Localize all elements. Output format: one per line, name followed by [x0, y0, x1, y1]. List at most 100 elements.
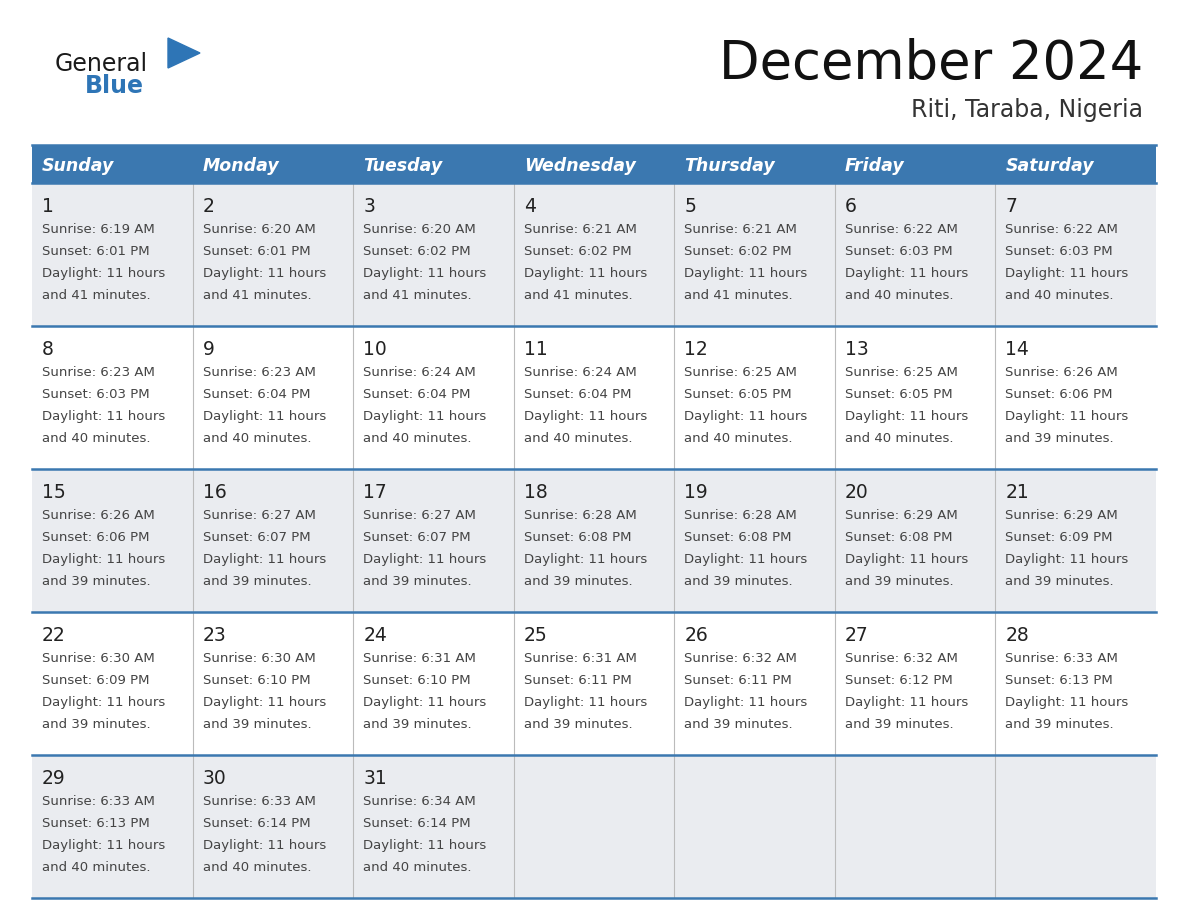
Text: Sunrise: 6:21 AM: Sunrise: 6:21 AM — [524, 223, 637, 236]
Text: Sunrise: 6:27 AM: Sunrise: 6:27 AM — [203, 509, 316, 522]
Text: Sunrise: 6:34 AM: Sunrise: 6:34 AM — [364, 795, 476, 808]
Text: Daylight: 11 hours: Daylight: 11 hours — [1005, 410, 1129, 423]
Text: Sunset: 6:03 PM: Sunset: 6:03 PM — [845, 245, 953, 258]
Text: 21: 21 — [1005, 483, 1029, 502]
Bar — [32, 469, 1156, 612]
Text: Thursday: Thursday — [684, 157, 775, 175]
Text: and 40 minutes.: and 40 minutes. — [364, 432, 472, 445]
Text: and 40 minutes.: and 40 minutes. — [845, 289, 953, 302]
Text: 8: 8 — [42, 340, 53, 359]
Text: 17: 17 — [364, 483, 387, 502]
Text: 28: 28 — [1005, 626, 1029, 645]
Text: 10: 10 — [364, 340, 387, 359]
Text: Daylight: 11 hours: Daylight: 11 hours — [845, 553, 968, 566]
Text: and 40 minutes.: and 40 minutes. — [203, 432, 311, 445]
Text: and 40 minutes.: and 40 minutes. — [42, 861, 151, 874]
Text: Sunset: 6:03 PM: Sunset: 6:03 PM — [42, 388, 150, 401]
Bar — [32, 612, 1156, 755]
Text: Sunset: 6:01 PM: Sunset: 6:01 PM — [203, 245, 310, 258]
Text: and 39 minutes.: and 39 minutes. — [524, 718, 632, 731]
Text: Tuesday: Tuesday — [364, 157, 442, 175]
Text: Sunset: 6:09 PM: Sunset: 6:09 PM — [1005, 531, 1113, 544]
Text: 2: 2 — [203, 197, 215, 216]
Text: and 39 minutes.: and 39 minutes. — [42, 575, 151, 588]
Text: Sunrise: 6:33 AM: Sunrise: 6:33 AM — [203, 795, 316, 808]
Text: Sunset: 6:10 PM: Sunset: 6:10 PM — [203, 674, 310, 687]
Text: Daylight: 11 hours: Daylight: 11 hours — [203, 553, 326, 566]
Text: Sunset: 6:06 PM: Sunset: 6:06 PM — [42, 531, 150, 544]
Text: and 39 minutes.: and 39 minutes. — [42, 718, 151, 731]
Text: Sunset: 6:02 PM: Sunset: 6:02 PM — [364, 245, 470, 258]
Text: and 39 minutes.: and 39 minutes. — [203, 575, 311, 588]
Text: and 40 minutes.: and 40 minutes. — [203, 861, 311, 874]
Text: 11: 11 — [524, 340, 548, 359]
Text: Daylight: 11 hours: Daylight: 11 hours — [42, 553, 165, 566]
Text: and 39 minutes.: and 39 minutes. — [845, 718, 954, 731]
Text: Daylight: 11 hours: Daylight: 11 hours — [524, 267, 647, 280]
Text: 29: 29 — [42, 769, 65, 788]
Text: Sunset: 6:03 PM: Sunset: 6:03 PM — [1005, 245, 1113, 258]
Text: 27: 27 — [845, 626, 868, 645]
Text: Sunrise: 6:33 AM: Sunrise: 6:33 AM — [42, 795, 154, 808]
Text: Sunset: 6:09 PM: Sunset: 6:09 PM — [42, 674, 150, 687]
Text: Daylight: 11 hours: Daylight: 11 hours — [203, 839, 326, 852]
Text: Sunset: 6:13 PM: Sunset: 6:13 PM — [1005, 674, 1113, 687]
Text: Daylight: 11 hours: Daylight: 11 hours — [1005, 553, 1129, 566]
Text: Daylight: 11 hours: Daylight: 11 hours — [203, 267, 326, 280]
Text: Sunrise: 6:21 AM: Sunrise: 6:21 AM — [684, 223, 797, 236]
Text: Daylight: 11 hours: Daylight: 11 hours — [524, 553, 647, 566]
Text: and 39 minutes.: and 39 minutes. — [1005, 718, 1114, 731]
Text: Sunrise: 6:31 AM: Sunrise: 6:31 AM — [524, 652, 637, 665]
Text: and 40 minutes.: and 40 minutes. — [845, 432, 953, 445]
Text: and 39 minutes.: and 39 minutes. — [1005, 575, 1114, 588]
Text: and 41 minutes.: and 41 minutes. — [203, 289, 311, 302]
Text: Daylight: 11 hours: Daylight: 11 hours — [42, 267, 165, 280]
Text: and 39 minutes.: and 39 minutes. — [524, 575, 632, 588]
Text: Daylight: 11 hours: Daylight: 11 hours — [203, 410, 326, 423]
Bar — [32, 145, 1156, 183]
Text: 20: 20 — [845, 483, 868, 502]
Text: Daylight: 11 hours: Daylight: 11 hours — [364, 410, 486, 423]
Text: 9: 9 — [203, 340, 215, 359]
Text: 18: 18 — [524, 483, 548, 502]
Text: Sunset: 6:13 PM: Sunset: 6:13 PM — [42, 817, 150, 830]
Text: Sunrise: 6:33 AM: Sunrise: 6:33 AM — [1005, 652, 1118, 665]
Text: and 40 minutes.: and 40 minutes. — [364, 861, 472, 874]
Text: Sunset: 6:08 PM: Sunset: 6:08 PM — [845, 531, 953, 544]
Text: Sunrise: 6:25 AM: Sunrise: 6:25 AM — [845, 366, 958, 379]
Text: 15: 15 — [42, 483, 65, 502]
Text: 4: 4 — [524, 197, 536, 216]
Text: 6: 6 — [845, 197, 857, 216]
Polygon shape — [168, 38, 200, 68]
Text: and 41 minutes.: and 41 minutes. — [524, 289, 632, 302]
Text: Sunset: 6:04 PM: Sunset: 6:04 PM — [364, 388, 470, 401]
Text: Sunrise: 6:28 AM: Sunrise: 6:28 AM — [524, 509, 637, 522]
Text: and 39 minutes.: and 39 minutes. — [364, 575, 472, 588]
Text: Sunset: 6:11 PM: Sunset: 6:11 PM — [684, 674, 792, 687]
Text: Sunset: 6:08 PM: Sunset: 6:08 PM — [524, 531, 631, 544]
Text: 19: 19 — [684, 483, 708, 502]
Text: and 39 minutes.: and 39 minutes. — [845, 575, 954, 588]
Text: Daylight: 11 hours: Daylight: 11 hours — [42, 839, 165, 852]
Text: Sunrise: 6:20 AM: Sunrise: 6:20 AM — [364, 223, 476, 236]
Text: Sunrise: 6:27 AM: Sunrise: 6:27 AM — [364, 509, 476, 522]
Text: Sunset: 6:07 PM: Sunset: 6:07 PM — [203, 531, 310, 544]
Text: and 41 minutes.: and 41 minutes. — [684, 289, 792, 302]
Text: Sunset: 6:04 PM: Sunset: 6:04 PM — [203, 388, 310, 401]
Text: 5: 5 — [684, 197, 696, 216]
Text: Daylight: 11 hours: Daylight: 11 hours — [1005, 696, 1129, 709]
Text: Sunset: 6:05 PM: Sunset: 6:05 PM — [845, 388, 953, 401]
Text: and 40 minutes.: and 40 minutes. — [524, 432, 632, 445]
Text: General: General — [55, 52, 148, 76]
Text: Sunrise: 6:22 AM: Sunrise: 6:22 AM — [1005, 223, 1118, 236]
Text: 3: 3 — [364, 197, 375, 216]
Text: Daylight: 11 hours: Daylight: 11 hours — [684, 410, 808, 423]
Text: Sunrise: 6:29 AM: Sunrise: 6:29 AM — [1005, 509, 1118, 522]
Text: Daylight: 11 hours: Daylight: 11 hours — [203, 696, 326, 709]
Text: and 39 minutes.: and 39 minutes. — [364, 718, 472, 731]
Text: Sunrise: 6:32 AM: Sunrise: 6:32 AM — [845, 652, 958, 665]
Text: Daylight: 11 hours: Daylight: 11 hours — [684, 267, 808, 280]
Text: 16: 16 — [203, 483, 227, 502]
Text: Blue: Blue — [86, 74, 144, 98]
Text: Sunrise: 6:26 AM: Sunrise: 6:26 AM — [1005, 366, 1118, 379]
